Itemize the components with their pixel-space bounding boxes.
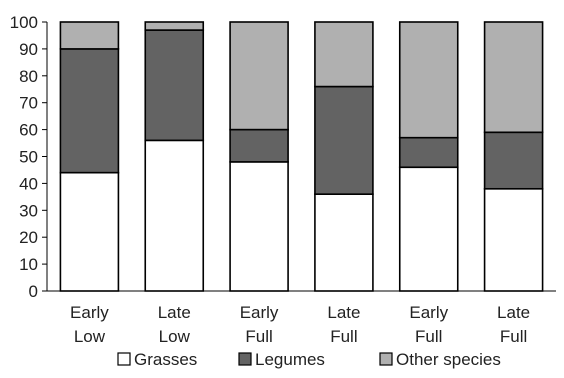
y-tick-label: 60 bbox=[19, 121, 38, 140]
y-tick-label: 30 bbox=[19, 201, 38, 220]
legend-label: Other species bbox=[396, 350, 501, 369]
bar-segment-grasses bbox=[229, 161, 289, 292]
bar-segment-grasses bbox=[314, 193, 374, 292]
y-tick-label: 0 bbox=[29, 282, 38, 301]
x-tick-label: Late bbox=[158, 303, 191, 322]
bar-segment-other-species bbox=[229, 21, 289, 131]
y-tick-label: 50 bbox=[19, 148, 38, 167]
x-tick-label: Early bbox=[70, 303, 109, 322]
bar-segment-other-species bbox=[314, 21, 374, 88]
legend-swatch-legumes bbox=[238, 352, 252, 366]
x-tick-label: Full bbox=[415, 327, 442, 346]
legend-label: Legumes bbox=[255, 350, 325, 369]
x-tick-label: Low bbox=[74, 327, 106, 346]
bar-segment-legumes bbox=[144, 29, 205, 142]
bar-segment-legumes bbox=[59, 48, 120, 174]
x-tick-label: Late bbox=[327, 303, 360, 322]
x-tick-label: Full bbox=[330, 327, 357, 346]
bar-segment-grasses bbox=[398, 166, 459, 292]
bar-segment-grasses bbox=[59, 171, 120, 292]
bar-segment-legumes bbox=[229, 128, 289, 163]
x-tick-label: Early bbox=[240, 303, 279, 322]
bar-segment-grasses bbox=[144, 139, 205, 292]
y-tick-label: 100 bbox=[10, 13, 38, 32]
legend-swatch-other-species bbox=[379, 352, 393, 366]
y-tick-label: 80 bbox=[19, 67, 38, 86]
y-tick-label: 90 bbox=[19, 40, 38, 59]
bar-segment-legumes bbox=[483, 131, 544, 190]
x-tick-label: Low bbox=[159, 327, 191, 346]
y-tick-label: 70 bbox=[19, 94, 38, 113]
bar-segment-other-species bbox=[144, 21, 205, 31]
x-tick-label: Early bbox=[409, 303, 448, 322]
bar-segment-legumes bbox=[398, 136, 459, 169]
bar-segment-other-species bbox=[483, 21, 544, 134]
bar-segment-other-species bbox=[59, 21, 120, 50]
bar-segment-other-species bbox=[398, 21, 459, 139]
bar-segment-grasses bbox=[483, 187, 544, 292]
y-tick-label: 20 bbox=[19, 228, 38, 247]
y-tick-label: 10 bbox=[19, 255, 38, 274]
x-tick-label: Late bbox=[497, 303, 530, 322]
legend-label: Grasses bbox=[134, 350, 197, 369]
legend-swatch-grasses bbox=[117, 352, 131, 366]
y-tick-label: 40 bbox=[19, 174, 38, 193]
x-tick-label: Full bbox=[500, 327, 527, 346]
x-tick-label: Full bbox=[245, 327, 272, 346]
bar-segment-legumes bbox=[314, 85, 374, 195]
